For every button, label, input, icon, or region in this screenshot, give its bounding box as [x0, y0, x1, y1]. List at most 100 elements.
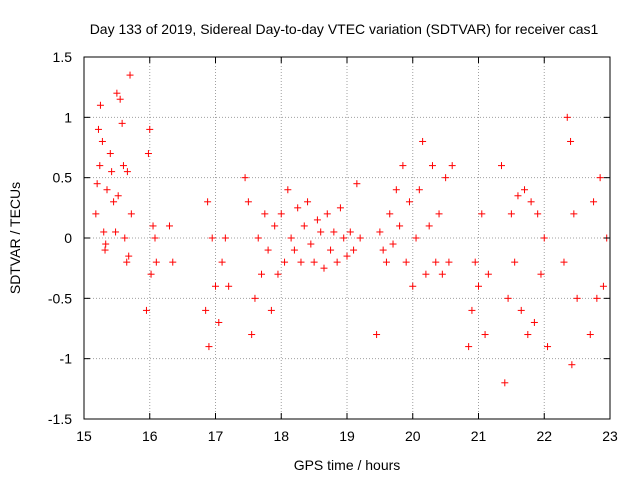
ticks [83, 56, 611, 420]
x-tick-label: 16 [142, 428, 158, 444]
data-point [570, 210, 578, 218]
data-point [540, 234, 548, 242]
data-point [567, 137, 575, 145]
data-point [125, 252, 133, 260]
y-tick-label: -1 [60, 351, 73, 367]
data-point [501, 379, 509, 387]
x-tick-label: 22 [536, 428, 552, 444]
data-point [96, 162, 104, 170]
data-point [102, 240, 110, 248]
data-point [405, 198, 413, 206]
y-axis-title: SDTVAR / TECUs [7, 182, 23, 294]
data-point [517, 306, 525, 314]
data-point [271, 222, 279, 230]
data-point [101, 246, 109, 254]
data-point [123, 168, 131, 176]
data-point [254, 234, 262, 242]
data-point [114, 192, 122, 200]
data-point [346, 228, 354, 236]
data-point [113, 89, 121, 97]
x-tick-label: 20 [405, 428, 421, 444]
data-point [468, 306, 476, 314]
data-point [422, 270, 430, 278]
data-point [586, 331, 594, 339]
data-point [343, 252, 351, 260]
data-point [399, 162, 407, 170]
data-point [373, 331, 381, 339]
data-point [389, 240, 397, 248]
data-point [251, 294, 259, 302]
data-point [409, 282, 417, 290]
data-point [258, 270, 266, 278]
data-point [330, 228, 338, 236]
data-point [92, 210, 100, 218]
data-point [336, 204, 344, 212]
data-point [123, 258, 131, 266]
y-tick-label: 0 [64, 230, 72, 246]
data-point [445, 258, 453, 266]
data-point [478, 210, 486, 218]
data-point [382, 258, 390, 266]
x-tick-label: 15 [76, 428, 92, 444]
data-point [225, 282, 233, 290]
data-point [93, 180, 101, 188]
data-point [221, 234, 229, 242]
data-point [563, 113, 571, 121]
data-point [504, 294, 512, 302]
y-tick-label: -1.5 [48, 411, 72, 427]
data-point [121, 234, 129, 242]
data-point [169, 258, 177, 266]
data-point [108, 168, 116, 176]
data-point [428, 162, 436, 170]
data-point [218, 258, 226, 266]
data-point [333, 258, 341, 266]
data-point [274, 270, 282, 278]
y-tick-label: -0.5 [48, 290, 72, 306]
data-point [126, 71, 134, 79]
data-point [402, 258, 410, 266]
data-point [356, 234, 364, 242]
data-point [527, 198, 535, 206]
data-point [297, 258, 305, 266]
x-tick-label: 18 [273, 428, 289, 444]
data-point [294, 204, 302, 212]
data-point [465, 343, 473, 351]
data-point [106, 150, 114, 158]
data-point [144, 150, 152, 158]
data-point [471, 258, 479, 266]
data-point [484, 270, 492, 278]
data-point [537, 270, 545, 278]
chart-title: Day 133 of 2019, Sidereal Day-to-day VTE… [90, 21, 599, 37]
data-point [287, 234, 295, 242]
data-points [92, 71, 611, 387]
data-point [573, 294, 581, 302]
data-point [514, 192, 522, 200]
data-point [241, 174, 249, 182]
data-point [100, 228, 108, 236]
data-point [112, 228, 120, 236]
data-point [103, 186, 111, 194]
data-point [142, 306, 150, 314]
data-point [442, 174, 450, 182]
data-point [215, 318, 223, 326]
data-point [320, 264, 328, 272]
data-point [376, 228, 384, 236]
data-point [544, 343, 552, 351]
data-point [534, 210, 542, 218]
data-point [507, 210, 515, 218]
data-point [340, 234, 348, 242]
data-point [290, 246, 298, 254]
x-tick-label: 17 [208, 428, 224, 444]
data-point [498, 162, 506, 170]
x-tick-label: 21 [471, 428, 487, 444]
data-point [560, 258, 568, 266]
data-point [149, 222, 157, 230]
y-tick-label: 1.5 [53, 49, 73, 65]
data-point [327, 246, 335, 254]
data-point [415, 186, 423, 194]
data-point [202, 306, 210, 314]
x-tick-label: 23 [602, 428, 618, 444]
data-point [432, 258, 440, 266]
data-point [152, 258, 160, 266]
data-point [151, 234, 159, 242]
